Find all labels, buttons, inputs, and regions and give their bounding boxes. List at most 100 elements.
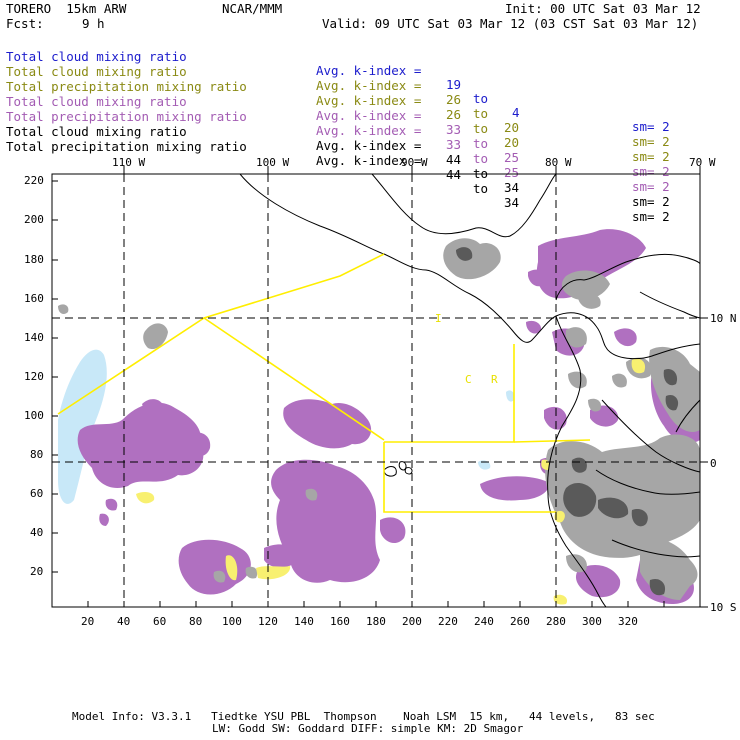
x-tick-label: 240 xyxy=(474,615,494,628)
model-info: Model Info: V3.3.1 Tiedtke YSU PBL Thomp… xyxy=(72,710,655,723)
legend-index: Avg. k-index = xyxy=(316,123,422,138)
forecast-hour: 9 h xyxy=(82,16,105,31)
x-tick-label: 80 xyxy=(189,615,203,628)
cloud-yellow xyxy=(136,358,646,605)
lat-label: 10 S xyxy=(710,601,737,614)
legend-index: Avg. k-index = xyxy=(316,63,422,78)
legend-to: 34 xyxy=(504,195,520,210)
x-tick-label: 300 xyxy=(582,615,602,628)
legend-field: Total precipitation mixing ratio xyxy=(6,139,247,154)
legend-to-word: to xyxy=(473,121,489,136)
legend-from: 33 xyxy=(446,122,462,137)
legend-smoothing: sm= 2 xyxy=(632,194,670,209)
x-tick-label: 320 xyxy=(618,615,638,628)
legend-to: 20 xyxy=(504,135,520,150)
x-axis-ticks xyxy=(87,601,665,607)
lat-label: 10 N xyxy=(710,312,737,325)
legend-smoothing: sm= 2 xyxy=(632,119,670,134)
legend-to-word: to xyxy=(473,151,489,166)
y-tick-label: 160 xyxy=(24,292,44,305)
model-title: TORERO 15km ARW xyxy=(6,1,127,16)
x-tick-label: 40 xyxy=(117,615,131,628)
legend-index: Avg. k-index = xyxy=(316,138,422,153)
y-tick-label: 100 xyxy=(24,409,44,422)
legend-index: Avg. k-index = xyxy=(316,78,422,93)
legend-field: Total cloud mixing ratio xyxy=(6,124,187,139)
domain-boundary xyxy=(57,253,591,513)
y-tick-label: 40 xyxy=(30,526,44,539)
x-tick-label: 160 xyxy=(330,615,350,628)
legend-field: Total precipitation mixing ratio xyxy=(6,109,247,124)
legend-row: Total cloud mixing ratio Avg. k-index = … xyxy=(6,81,670,193)
legend-to-word: to xyxy=(473,106,489,121)
lon-label: 70 W xyxy=(689,156,716,169)
legend-to: 25 xyxy=(504,165,520,180)
region-label: R xyxy=(491,373,498,386)
legend-to: 25 xyxy=(504,150,520,165)
lon-label: 80 W xyxy=(545,156,572,169)
legend-smoothing: sm= 2 xyxy=(632,179,670,194)
legend-index: Avg. k-index = xyxy=(316,93,422,108)
x-tick-label: 120 xyxy=(258,615,278,628)
x-tick-label: 60 xyxy=(153,615,167,628)
model-physics: LW: Godd SW: Goddard DIFF: simple KM: 2D… xyxy=(212,722,524,735)
y-tick-label: 120 xyxy=(24,370,44,383)
lat-label: 0 xyxy=(710,457,717,470)
legend-field: Total cloud mixing ratio xyxy=(6,64,187,79)
y-tick-label: 140 xyxy=(24,331,44,344)
y-axis-ticks xyxy=(52,180,58,573)
legend-field: Total precipitation mixing ratio xyxy=(6,79,247,94)
cloud-light-blue xyxy=(58,349,515,504)
y-tick-label: 60 xyxy=(30,487,44,500)
x-tick-label: 140 xyxy=(294,615,314,628)
org-title: NCAR/MMM xyxy=(222,1,283,16)
legend-row: Total cloud mixing ratio Avg. k-index = … xyxy=(6,36,670,148)
y-tick-label: 220 xyxy=(24,174,44,187)
init-time: Init: 00 UTC Sat 03 Mar 12 xyxy=(505,1,701,16)
y-tick-label: 180 xyxy=(24,253,44,266)
y-tick-label: 200 xyxy=(24,213,44,226)
legend-index: Avg. k-index = xyxy=(316,153,422,168)
graticule xyxy=(52,174,700,607)
legend-from: 44 xyxy=(446,152,462,167)
legend-from: 19 xyxy=(446,77,462,92)
legend-row: Total precipitation mixing ratio Avg. k-… xyxy=(6,66,670,178)
lon-label: 100 W xyxy=(256,156,290,169)
legend-from: 26 xyxy=(446,107,462,122)
legend-smoothing: sm= 2 xyxy=(632,149,670,164)
y-tick-label: 80 xyxy=(30,448,44,461)
legend-row: Total precipitation mixing ratio Avg. k-… xyxy=(6,126,670,238)
graticule-ticks xyxy=(123,166,708,608)
lon-label: 110 W xyxy=(112,156,146,169)
legend-row: Total precipitation mixing ratio Avg. k-… xyxy=(6,96,670,208)
region-label: C xyxy=(465,373,472,386)
x-tick-label: 220 xyxy=(438,615,458,628)
legend-to: 4 xyxy=(512,105,520,120)
y-tick-label: 20 xyxy=(30,565,44,578)
x-tick-label: 20 xyxy=(81,615,95,628)
legend-row: Total cloud mixing ratio Avg. k-index = … xyxy=(6,111,670,223)
legend-to-word: to xyxy=(473,136,489,151)
legend-row: Total cloud mixing ratio Avg. k-index = … xyxy=(6,51,670,163)
legend-smoothing: sm= 2 xyxy=(632,134,670,149)
legend-field: Total cloud mixing ratio xyxy=(6,94,187,109)
x-tick-label: 180 xyxy=(366,615,386,628)
legend-to: 34 xyxy=(504,180,520,195)
x-tick-label: 260 xyxy=(510,615,530,628)
cloud-dark-grey xyxy=(456,247,679,596)
legend-from: 26 xyxy=(446,92,462,107)
legend-from: 33 xyxy=(446,137,462,152)
region-label: I xyxy=(435,312,442,325)
legend-to-word: to xyxy=(473,91,489,106)
legend-smoothing: sm= 2 xyxy=(632,164,670,179)
valid-time: Valid: 09 UTC Sat 03 Mar 12 (03 CST Sat … xyxy=(322,16,699,31)
legend-to-word: to xyxy=(473,181,489,196)
x-tick-label: 280 xyxy=(546,615,566,628)
x-tick-label: 100 xyxy=(222,615,242,628)
x-tick-label: 200 xyxy=(402,615,422,628)
legend-index: Avg. k-index = xyxy=(316,108,422,123)
coastline xyxy=(239,174,700,607)
legend-to: 20 xyxy=(504,120,520,135)
legend-smoothing: sm= 2 xyxy=(632,209,670,224)
